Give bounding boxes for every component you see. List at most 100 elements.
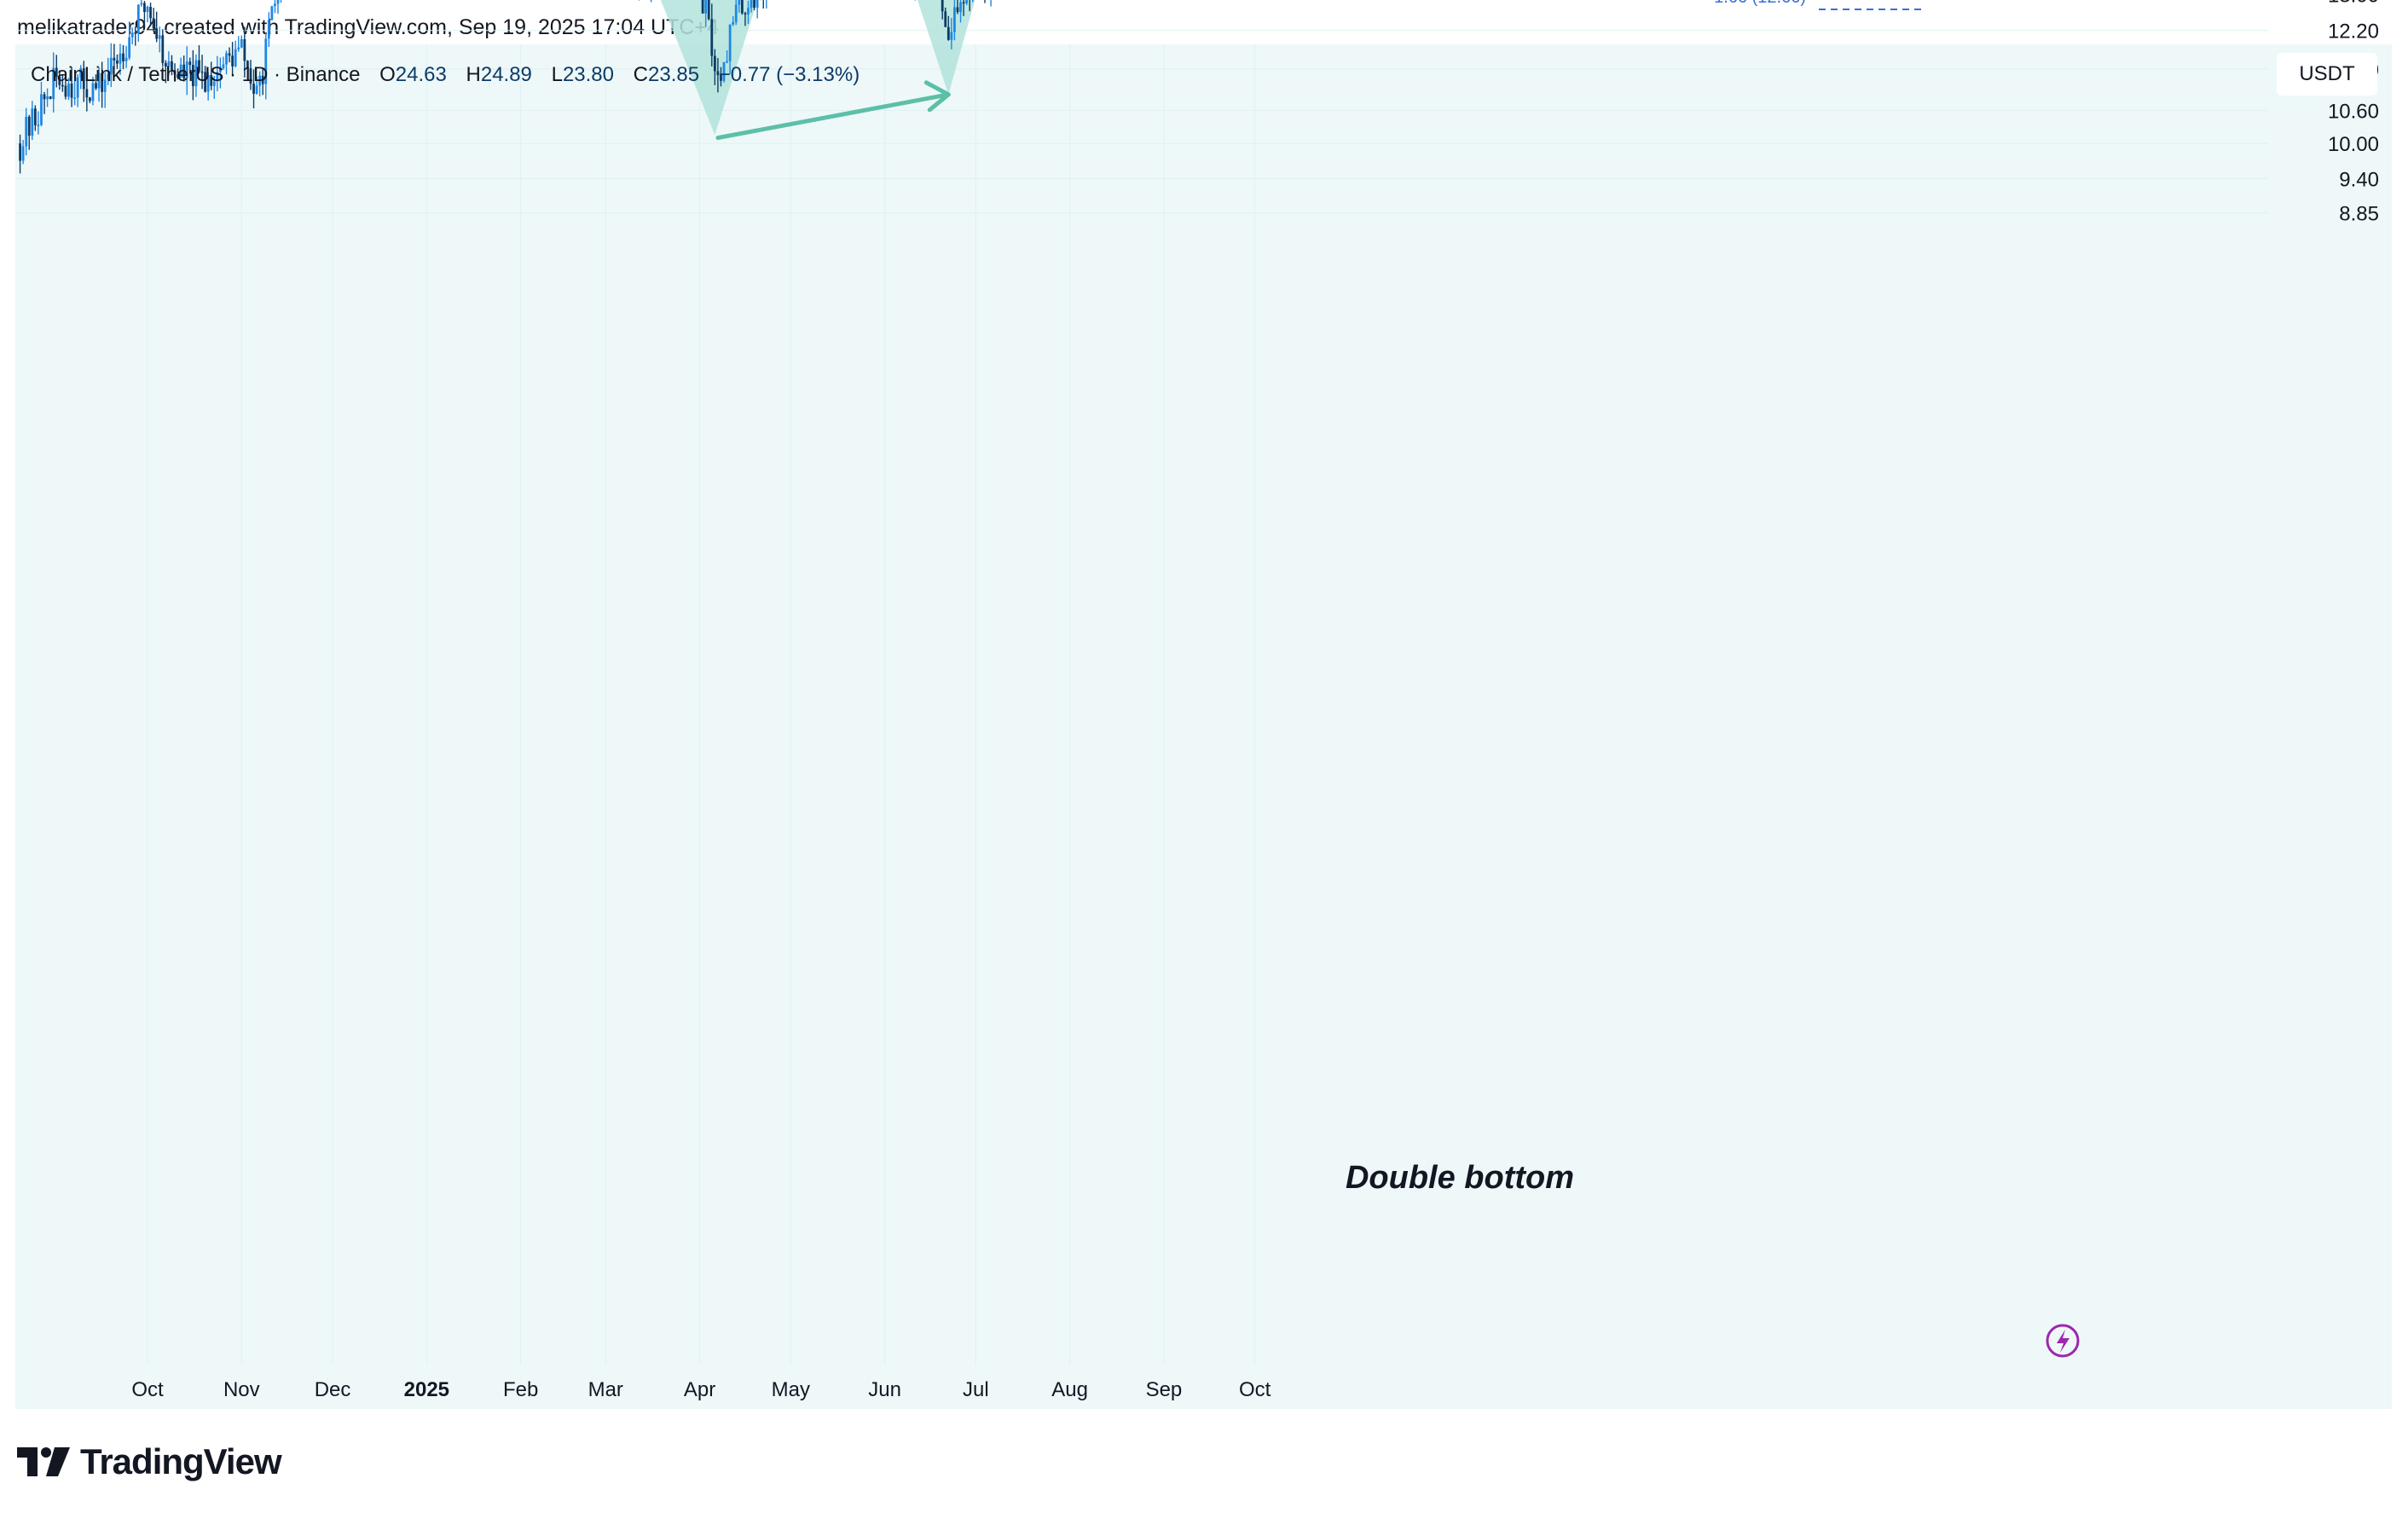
candle-body: [122, 53, 124, 61]
candle: [732, 15, 735, 26]
candle-body: [52, 67, 55, 100]
candle: [255, 76, 258, 95]
lightning-icon: [2046, 1324, 2080, 1358]
candle-body: [113, 57, 116, 61]
candle-body: [755, 0, 759, 9]
candle-body: [140, 3, 143, 5]
candle: [710, 3, 714, 67]
candle-body: [85, 89, 89, 98]
candle: [252, 69, 255, 109]
candle: [713, 49, 716, 85]
candle-body: [179, 64, 182, 78]
candle: [716, 58, 720, 93]
candle-body: [941, 0, 944, 12]
candle: [747, 0, 750, 25]
candle: [27, 114, 31, 150]
candle: [191, 49, 194, 101]
candle-body: [40, 94, 43, 125]
candle: [237, 36, 240, 52]
candle: [130, 27, 134, 44]
y-tick-label: 10.60: [2328, 100, 2379, 123]
high-label: H: [466, 63, 481, 86]
candle-body: [738, 0, 741, 5]
candle: [984, 0, 986, 3]
tradingview-logo[interactable]: TradingView: [17, 1441, 282, 1482]
candle: [276, 0, 280, 14]
double-bottom-arrow: [715, 92, 951, 141]
candle: [740, 0, 744, 15]
candle-body: [944, 11, 947, 27]
candle: [701, 0, 704, 14]
candle-body: [198, 60, 200, 72]
high-value: 24.89: [480, 63, 532, 86]
close-value: 23.85: [648, 63, 700, 86]
candle-body: [959, 2, 962, 13]
candle: [267, 12, 270, 47]
candle: [82, 61, 85, 102]
candle-body: [61, 84, 64, 87]
chart-area[interactable]: [15, 44, 2392, 1409]
candle: [167, 51, 171, 76]
symbol-title: ChainLink / TetherUS · 1D · Binance: [31, 63, 361, 86]
brand-name: TradingView: [80, 1441, 282, 1481]
candle: [258, 71, 262, 96]
candle: [103, 72, 107, 108]
candle: [264, 32, 268, 100]
candle: [750, 0, 753, 13]
candle-body: [225, 53, 228, 65]
candle: [946, 15, 950, 41]
candle: [113, 43, 116, 70]
candle-body: [950, 32, 953, 40]
candle-body: [258, 75, 262, 86]
candle: [766, 0, 767, 9]
candle-body: [191, 65, 194, 86]
candle: [140, 0, 143, 7]
candle: [134, 26, 137, 46]
candle-body: [143, 3, 146, 13]
double-bottom-label: Double bottom: [1346, 1160, 1574, 1196]
open-label: O: [379, 63, 396, 86]
x-tick-label: Jun: [868, 1378, 901, 1401]
candle: [218, 57, 222, 89]
candle-body: [234, 49, 237, 67]
candle: [95, 74, 97, 90]
y-tick-label: 13.00: [2328, 0, 2379, 7]
candle: [755, 0, 759, 19]
candle: [650, 0, 652, 3]
candle-body: [171, 61, 173, 71]
candle-body: [716, 71, 720, 76]
candle: [246, 60, 249, 80]
candle-body: [37, 125, 40, 127]
candle-body: [704, 0, 708, 14]
x-tick-label: Oct: [131, 1378, 164, 1401]
candle: [152, 8, 155, 32]
candle: [212, 75, 216, 99]
x-tick-label: Nov: [223, 1378, 260, 1401]
candle: [243, 26, 246, 78]
candle: [728, 24, 732, 74]
candle-body: [255, 85, 258, 94]
candle: [188, 57, 192, 74]
candle: [944, 7, 947, 27]
candle: [941, 0, 944, 20]
candle: [990, 0, 992, 7]
candle: [49, 96, 52, 100]
candle: [122, 44, 124, 70]
candle-body: [734, 4, 738, 22]
candle-body: [27, 116, 31, 136]
candle-body: [274, 3, 276, 7]
candle: [73, 80, 77, 106]
candle-body: [124, 57, 128, 61]
candle-body: [946, 26, 950, 40]
candle: [206, 72, 210, 101]
candle: [280, 0, 282, 3]
y-tick-label: 8.85: [2339, 203, 2379, 226]
candle: [119, 43, 122, 75]
currency-button[interactable]: USDT: [2277, 53, 2377, 96]
candle-body: [204, 72, 207, 92]
candle: [965, 0, 969, 5]
double-bottom-pattern: [660, 0, 975, 136]
candle: [109, 43, 113, 88]
x-tick-label: Aug: [1051, 1378, 1088, 1401]
